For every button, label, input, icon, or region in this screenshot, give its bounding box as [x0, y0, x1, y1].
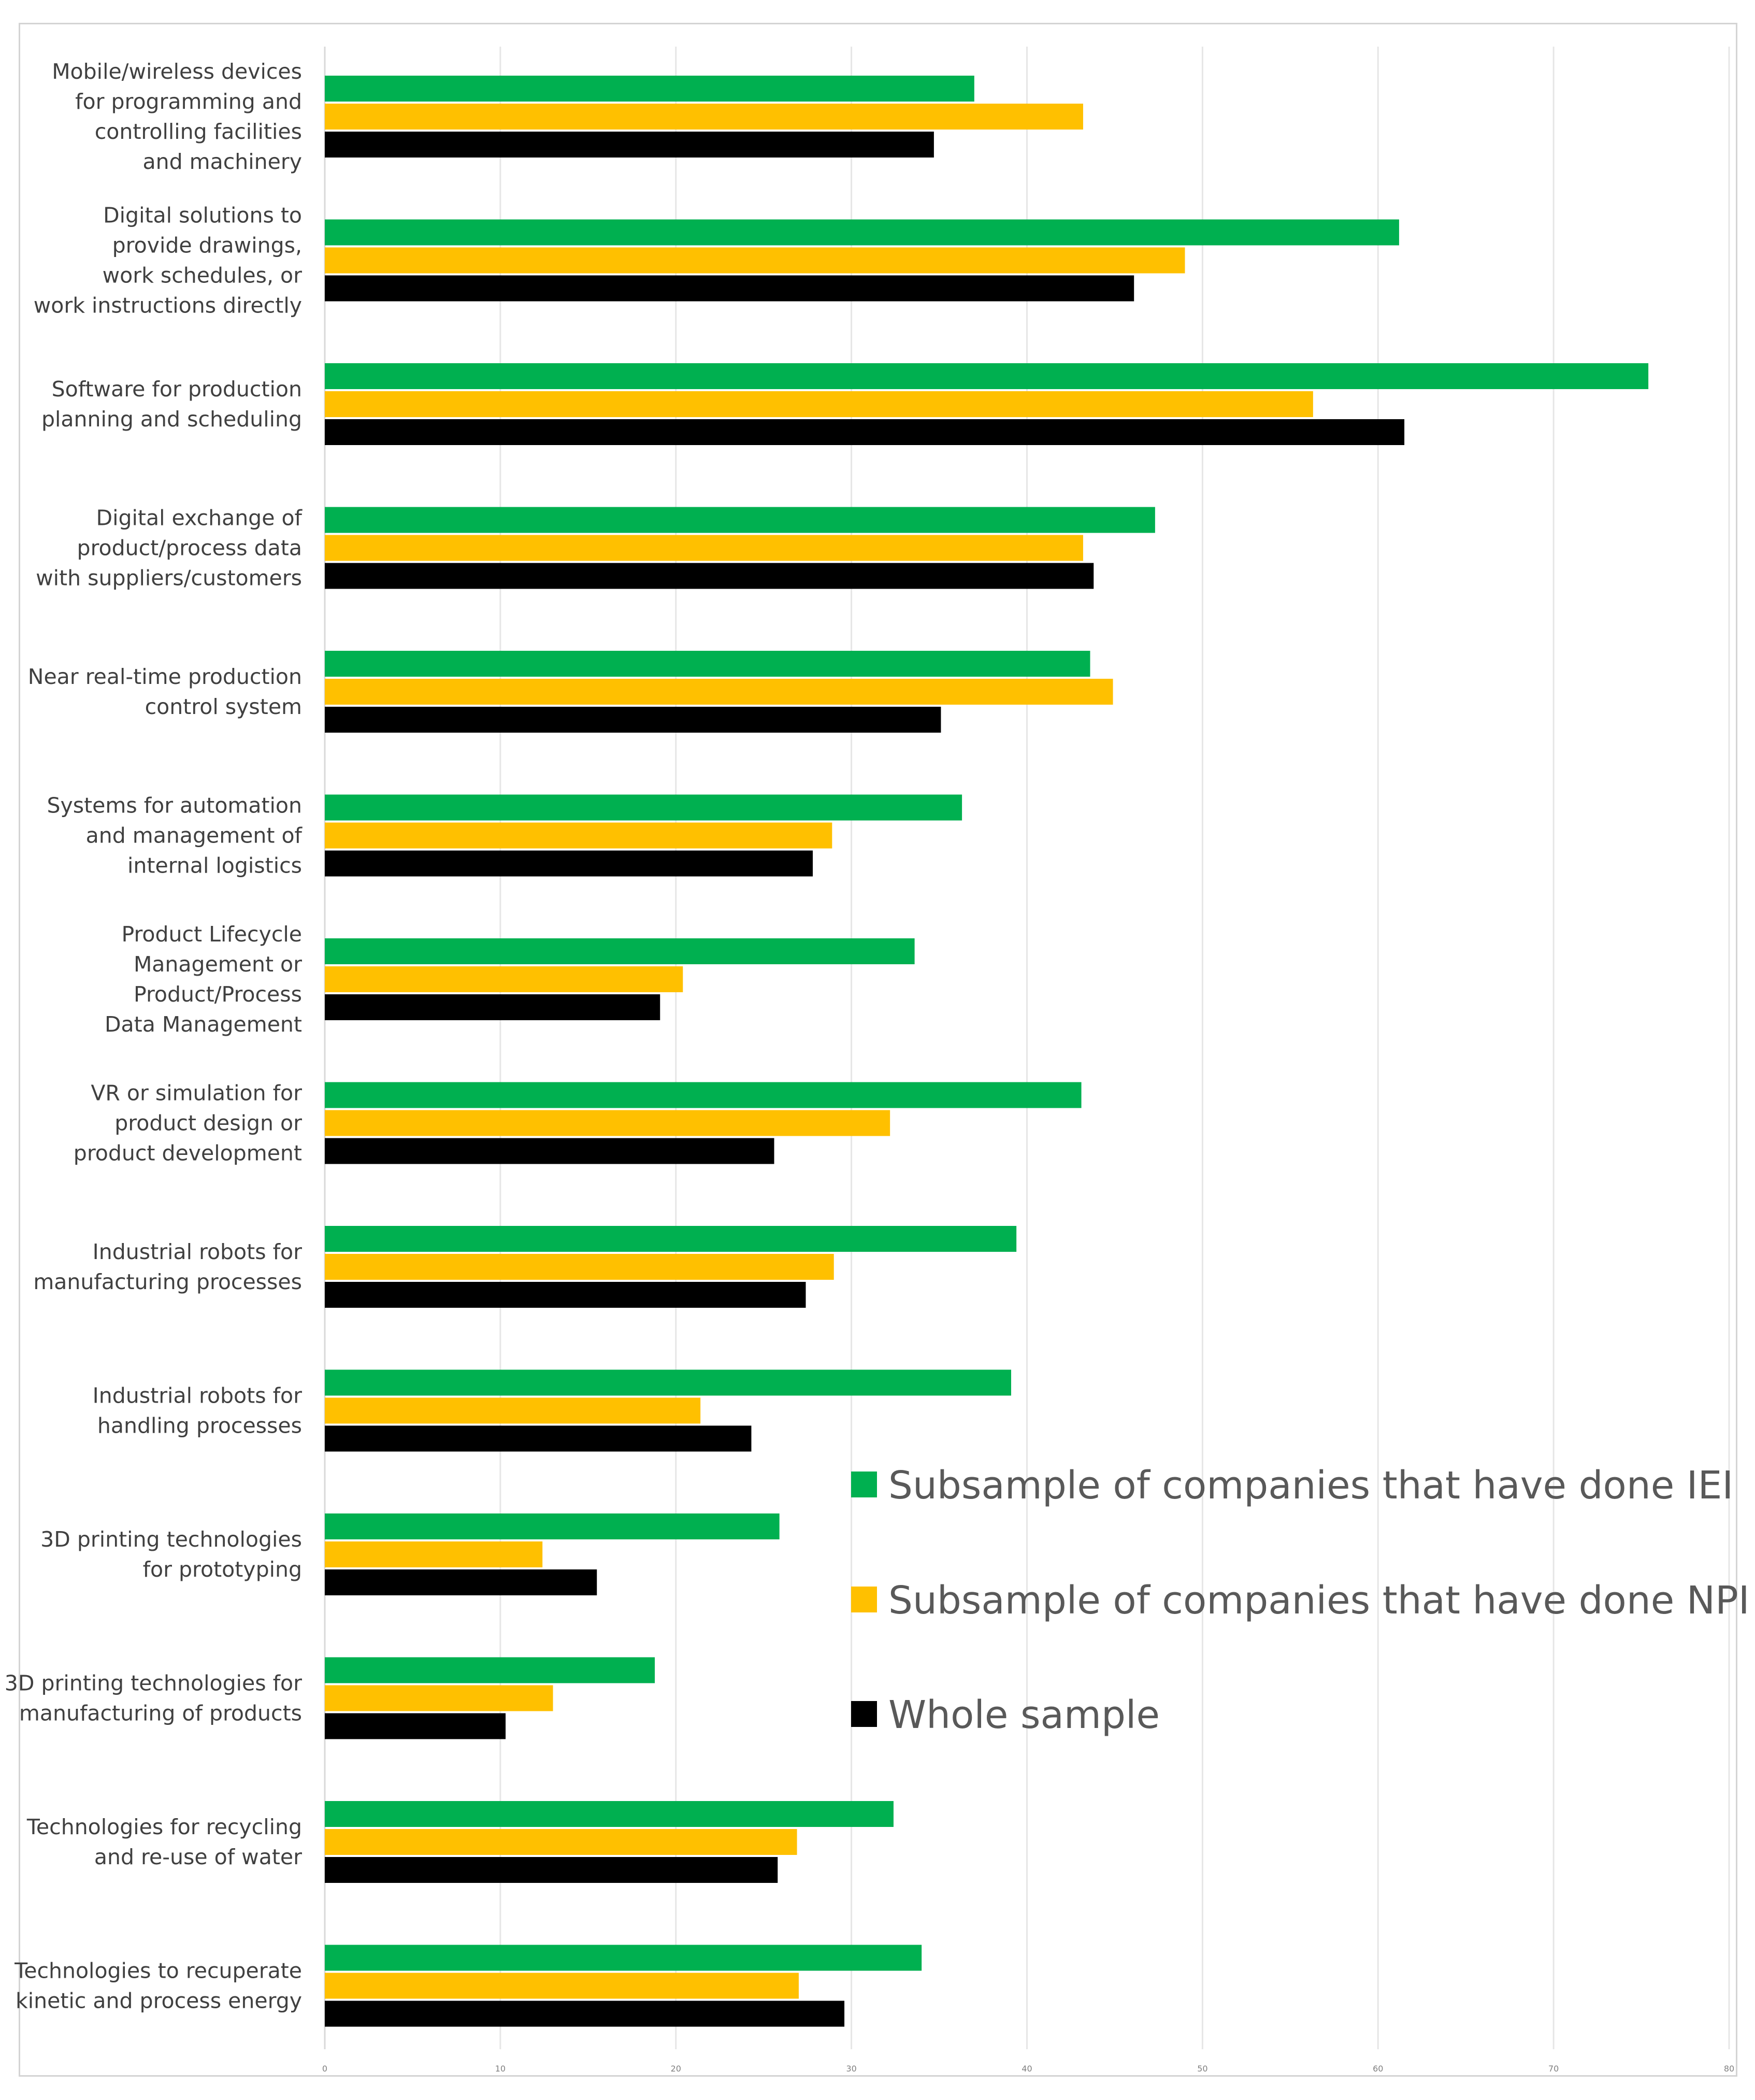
bar-category-2-series-3	[325, 275, 1134, 302]
bar-category-8-series-3	[325, 1138, 774, 1164]
category-label-8: VR or simulation for product design or pro…	[74, 1081, 302, 1166]
legend: Subsample of companies that have done IE…	[851, 1463, 1750, 1737]
x-tick-label: 80	[1724, 2064, 1734, 2074]
bar-category-1-series-3	[325, 132, 934, 158]
bar-category-9-series-2	[325, 1254, 834, 1280]
legend-label-1: Subsample of companies that have done IE…	[888, 1463, 1733, 1508]
category-label-11: 3D printing technologies for prototyping	[40, 1527, 302, 1582]
category-label-5: Near real-time production control system	[28, 664, 302, 719]
category-label-3: Software for production planning and sche…	[41, 377, 302, 432]
bar-category-11-series-3	[325, 1569, 597, 1595]
category-label-13: Technologies for recycling and re-use of …	[26, 1815, 302, 1869]
bar-category-6-series-1	[325, 794, 962, 821]
bar-category-7-series-3	[325, 994, 660, 1020]
bars	[325, 76, 1649, 2027]
legend-swatch-1	[851, 1472, 877, 1497]
bar-category-7-series-2	[325, 966, 683, 992]
bar-category-12-series-1	[325, 1657, 655, 1683]
category-labels: Mobile/wireless devices for programming a…	[5, 59, 303, 2013]
x-tick-label: 0	[322, 2064, 327, 2074]
legend-swatch-2	[851, 1587, 877, 1612]
bar-category-12-series-3	[325, 1713, 506, 1739]
bar-category-11-series-2	[325, 1541, 543, 1567]
bar-category-14-series-1	[325, 1945, 922, 1971]
category-label-4: Digital exchange of product/process data w…	[36, 506, 303, 591]
bar-category-8-series-1	[325, 1082, 1082, 1108]
category-label-1: Mobile/wireless devices for programming a…	[52, 59, 302, 174]
legend-swatch-3	[851, 1701, 877, 1727]
bar-category-14-series-2	[325, 1973, 799, 1999]
bar-category-2-series-1	[325, 219, 1399, 246]
x-tick-label: 10	[495, 2064, 506, 2074]
category-label-12: 3D printing technologies for manufacturin…	[5, 1671, 302, 1726]
bar-category-4-series-1	[325, 507, 1155, 533]
bar-category-14-series-3	[325, 2001, 845, 2027]
bar-category-3-series-3	[325, 419, 1405, 445]
bar-category-4-series-3	[325, 563, 1094, 589]
legend-label-3: Whole sample	[888, 1693, 1160, 1737]
bar-category-6-series-2	[325, 822, 832, 849]
category-label-9: Industrial robots for manufacturing proce…	[33, 1239, 302, 1294]
bar-category-5-series-1	[325, 651, 1090, 677]
gridlines	[499, 47, 1730, 2049]
bar-category-1-series-2	[325, 104, 1083, 130]
category-label-6: Systems for automation and management of i…	[47, 793, 303, 878]
x-tick-label: 40	[1022, 2064, 1032, 2074]
bar-category-3-series-2	[325, 391, 1313, 417]
bar-category-6-series-3	[325, 850, 813, 877]
x-axis-tick-labels: 0 10 20 30 40 50 60 70 80	[322, 2064, 1734, 2074]
category-label-14: Technologies to recuperate kinetic and pr…	[14, 1959, 302, 2013]
bar-category-10-series-2	[325, 1397, 701, 1424]
x-tick-label: 30	[846, 2064, 856, 2074]
bar-category-13-series-3	[325, 1857, 778, 1883]
bar-category-10-series-1	[325, 1369, 1012, 1396]
x-tick-label: 50	[1197, 2064, 1207, 2074]
category-label-2: Digital solutions to provide drawings, wor…	[34, 203, 302, 318]
bar-category-3-series-1	[325, 363, 1649, 389]
bar-category-1-series-1	[325, 76, 974, 102]
bar-category-5-series-2	[325, 679, 1113, 705]
bar-category-10-series-3	[325, 1425, 752, 1452]
x-tick-label: 20	[671, 2064, 681, 2074]
category-label-10: Industrial robots for handling processes	[93, 1383, 302, 1438]
bar-category-13-series-2	[325, 1829, 797, 1855]
bar-category-11-series-1	[325, 1513, 780, 1539]
bar-category-9-series-1	[325, 1226, 1017, 1252]
bar-category-4-series-2	[325, 535, 1083, 561]
x-tick-label: 60	[1373, 2064, 1383, 2074]
bar-category-13-series-1	[325, 1801, 894, 1827]
bar-category-9-series-3	[325, 1282, 806, 1308]
bar-category-12-series-2	[325, 1685, 553, 1711]
bar-category-2-series-2	[325, 247, 1185, 274]
x-tick-label: 70	[1548, 2064, 1559, 2074]
bar-category-7-series-1	[325, 938, 915, 964]
category-label-7: Product Lifecycle Management or Product/Pr…	[105, 922, 302, 1037]
legend-label-2: Subsample of companies that have done NP…	[888, 1578, 1750, 1623]
bar-category-5-series-3	[325, 707, 941, 733]
bar-category-8-series-2	[325, 1110, 890, 1136]
